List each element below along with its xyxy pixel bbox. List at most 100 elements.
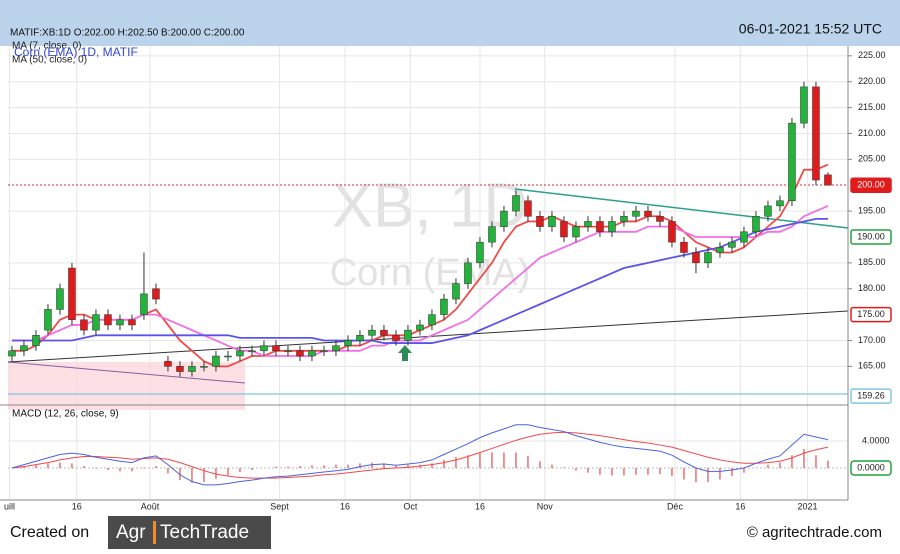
y-tick-label: 4.0000	[862, 435, 890, 445]
candle-body	[68, 267, 76, 321]
logo-text: Agr	[116, 522, 146, 543]
x-tick-label: Nov	[537, 501, 554, 511]
candle-body	[776, 200, 784, 207]
macd-histogram-bar	[647, 468, 649, 475]
macd-histogram-bar	[179, 468, 181, 481]
candle-body	[92, 314, 100, 331]
macd-histogram-bar	[779, 462, 781, 469]
macd-histogram-bar	[287, 466, 289, 469]
macd-histogram-bar	[299, 465, 301, 469]
candle-body	[152, 288, 160, 300]
macd-title: MACD (12, 26, close, 9)	[12, 409, 119, 420]
macd-histogram-bar	[167, 468, 169, 474]
candle-body	[224, 355, 232, 358]
macd-histogram-bar	[359, 463, 361, 469]
candle-body	[332, 345, 340, 352]
macd-histogram-bar	[347, 464, 349, 469]
macd-histogram-bar	[35, 464, 37, 469]
candle-body	[824, 174, 832, 186]
candle-body	[764, 205, 772, 217]
legend-entry: MA (50, close, 0)	[12, 55, 87, 66]
macd-histogram-bar	[515, 452, 517, 469]
candle-body	[380, 329, 388, 336]
logo-text: TechTrade	[160, 522, 249, 543]
macd-histogram-bar	[575, 468, 577, 471]
candle-body	[596, 221, 604, 233]
candle-body	[512, 195, 520, 212]
macd-histogram-bar	[119, 468, 121, 472]
candle-body	[692, 252, 700, 264]
price-tag	[850, 388, 892, 404]
shaded-zone	[8, 362, 245, 410]
candle-body	[620, 216, 628, 222]
candle-body	[272, 345, 280, 352]
y-tick-label: 165.00	[858, 361, 886, 371]
macd-histogram-bar	[803, 449, 805, 469]
logo-box[interactable]	[108, 516, 271, 549]
candle-body	[392, 335, 400, 341]
y-tick-label: 170.00	[858, 335, 886, 345]
macd-histogram-bar	[407, 464, 409, 469]
candle-body	[788, 122, 796, 201]
copyright[interactable]: © agritechtrade.com	[747, 524, 882, 541]
macd-histogram-bar	[479, 453, 481, 469]
candle-body	[716, 247, 724, 253]
macd-histogram-bar	[155, 465, 157, 469]
candle-body	[80, 319, 88, 331]
macd-histogram-bar	[611, 468, 613, 476]
moving-average	[11, 205, 829, 357]
macd-histogram-bar	[383, 463, 385, 469]
marks	[8, 81, 832, 486]
candle-body	[584, 221, 592, 227]
macd-histogram-bar	[203, 468, 205, 483]
macd-histogram-bar	[47, 463, 49, 469]
candle-body	[320, 350, 328, 353]
candle-body	[524, 200, 532, 217]
watermark-symbol: XB, 1D	[332, 171, 528, 240]
x-tick-label: 16	[475, 501, 485, 511]
candle-body	[812, 86, 820, 181]
candle-body	[536, 216, 544, 227]
candle-body	[284, 350, 292, 353]
y-tick-label: 180.00	[858, 283, 886, 293]
candle-body	[452, 283, 460, 300]
candle-body	[464, 262, 472, 284]
macd-histogram-bar	[191, 468, 193, 483]
logo-mark	[153, 521, 156, 544]
candle-body	[572, 226, 580, 238]
x-tick-label: Déc	[667, 501, 684, 511]
candle-body	[260, 345, 268, 352]
macd-histogram-bar	[551, 464, 553, 469]
plot-area	[0, 46, 848, 500]
candle-body	[56, 288, 64, 310]
macd-histogram-bar	[683, 468, 685, 480]
x-tick-label: uill	[4, 501, 15, 511]
y-tick-label: 215.00	[858, 102, 886, 112]
candle-body	[356, 335, 364, 341]
candle-body	[128, 319, 136, 326]
macd-histogram-bar	[563, 467, 565, 469]
candle-body	[440, 298, 448, 315]
price-tag	[850, 460, 892, 476]
candle-body	[116, 319, 124, 326]
header-bar	[0, 0, 900, 46]
macd-histogram-bar	[227, 468, 229, 476]
macd-histogram-bar	[707, 468, 709, 483]
candle-body	[44, 309, 52, 331]
candle-body	[800, 86, 808, 124]
macd-histogram-bar	[467, 455, 469, 469]
candle-body	[680, 241, 688, 253]
candle-body	[428, 314, 436, 326]
candle-body	[644, 210, 652, 217]
macd-histogram-bar	[623, 468, 625, 476]
macd-histogram-bar	[143, 467, 145, 469]
timestamp: 06-01-2021 15:52 UTC	[739, 21, 882, 37]
macd-histogram-bar	[455, 457, 457, 469]
candle-body	[176, 366, 184, 372]
legend-entry: MA (7, close, 0)	[12, 41, 81, 52]
macd-histogram-bar	[131, 468, 133, 472]
macd-histogram-bar	[503, 452, 505, 469]
price-tag-label: 200.00	[857, 180, 885, 190]
macd-histogram-bar	[83, 465, 85, 469]
